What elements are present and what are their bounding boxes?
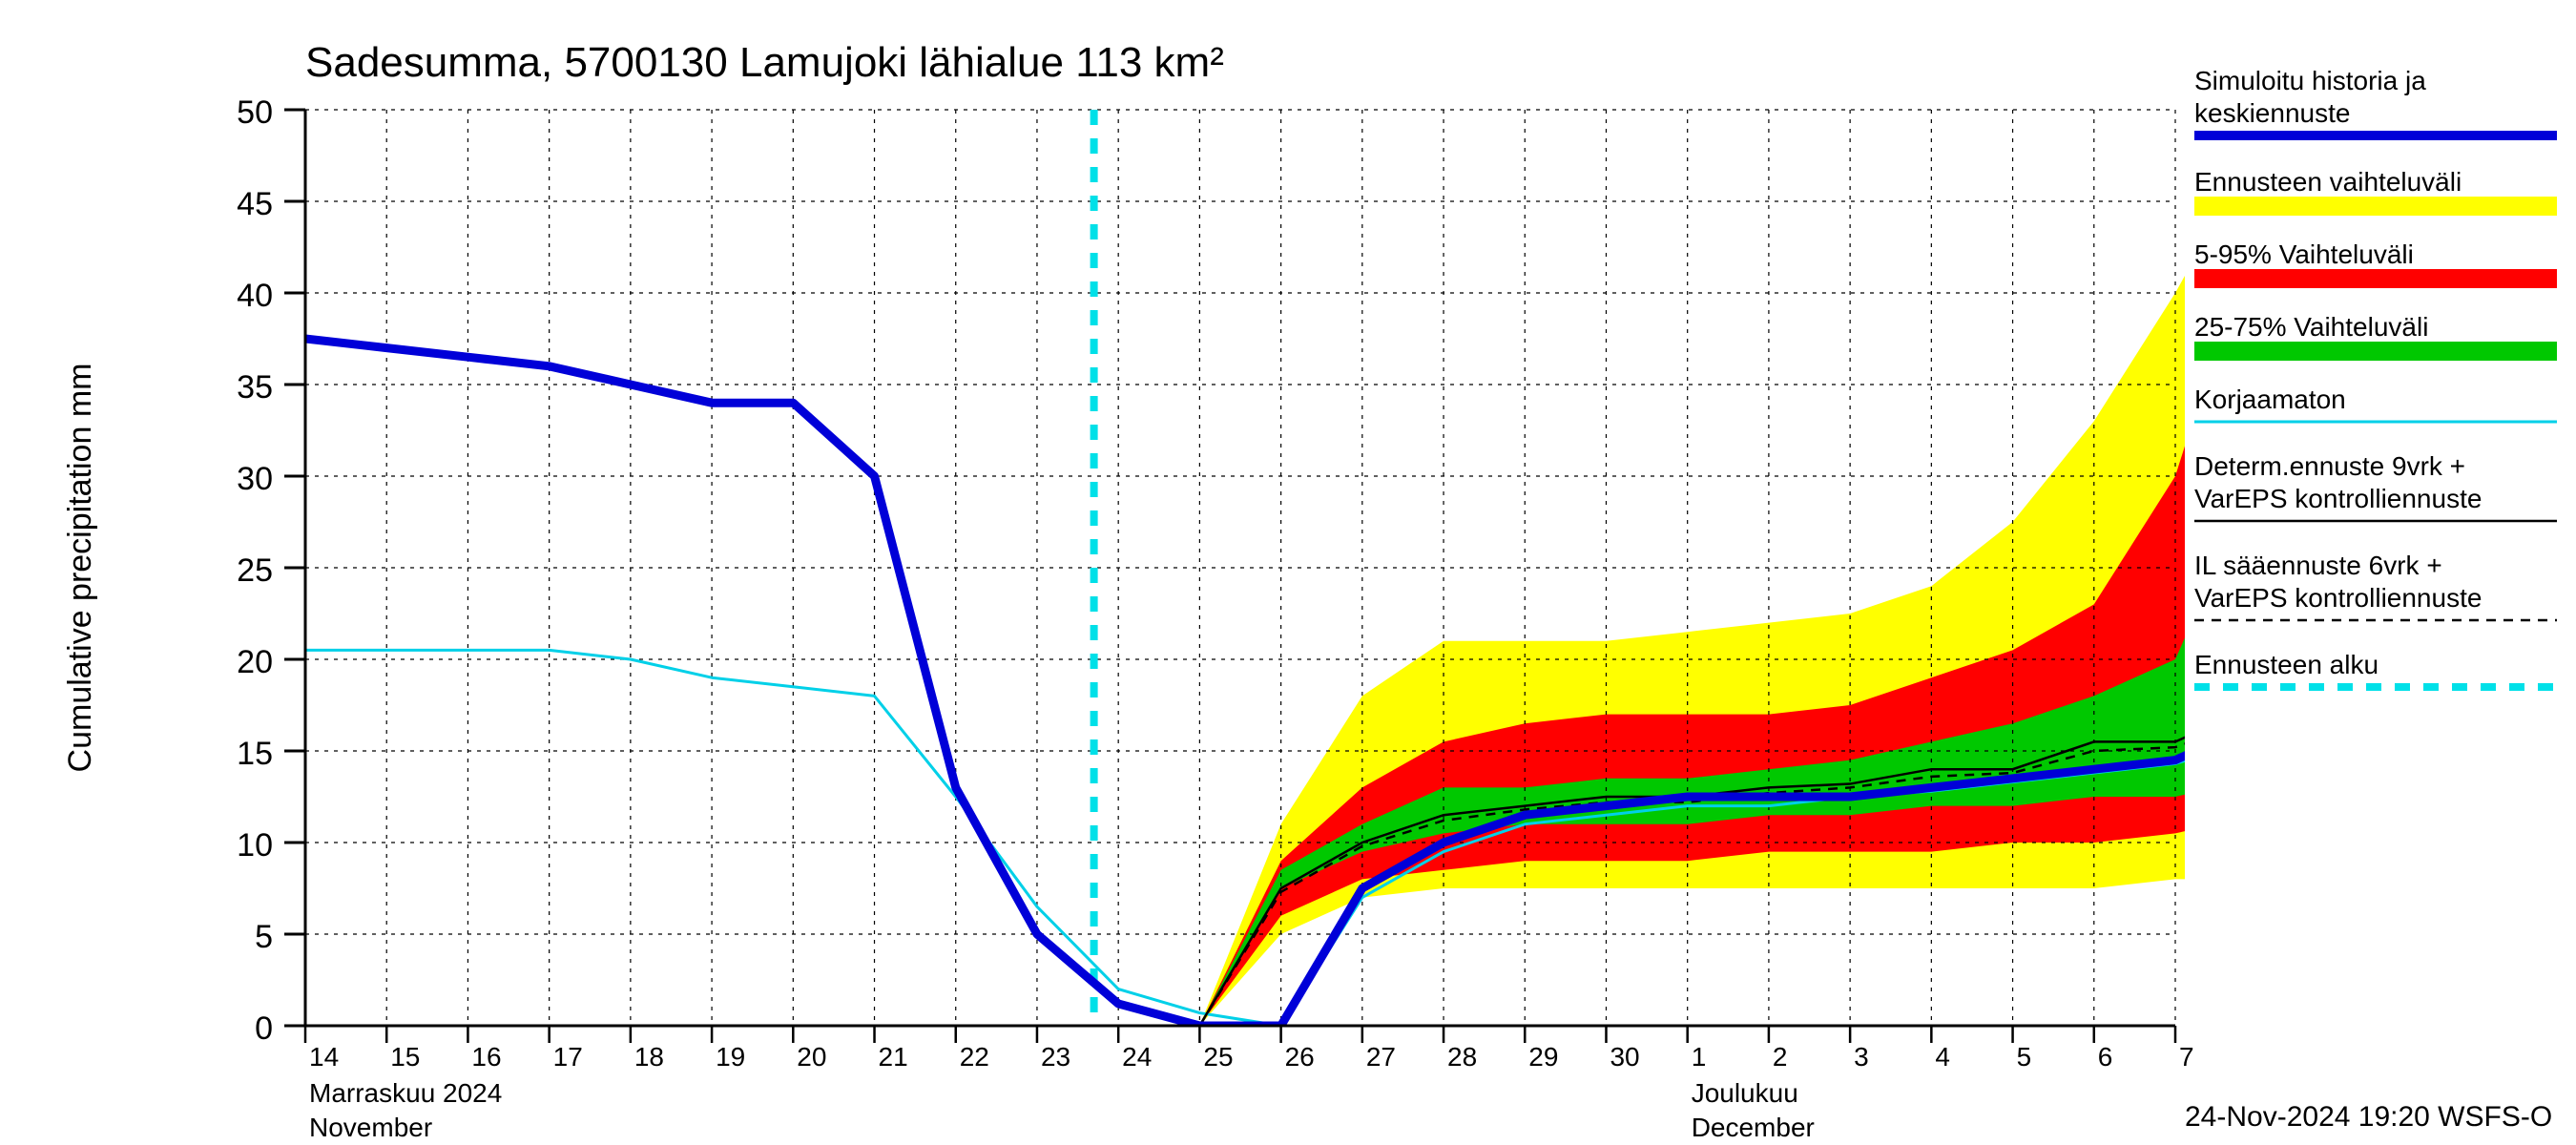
svg-text:17: 17 xyxy=(553,1042,583,1072)
svg-text:Korjaamaton: Korjaamaton xyxy=(2194,385,2346,414)
svg-text:20: 20 xyxy=(237,644,273,680)
svg-text:4: 4 xyxy=(1935,1042,1950,1072)
svg-text:19: 19 xyxy=(716,1042,745,1072)
svg-text:18: 18 xyxy=(634,1042,664,1072)
svg-text:27: 27 xyxy=(1366,1042,1396,1072)
svg-text:6: 6 xyxy=(2098,1042,2113,1072)
svg-text:23: 23 xyxy=(1041,1042,1070,1072)
svg-text:50: 50 xyxy=(237,94,273,131)
svg-text:25-75% Vaihteluväli: 25-75% Vaihteluväli xyxy=(2194,312,2428,342)
svg-text:20: 20 xyxy=(797,1042,826,1072)
svg-text:10: 10 xyxy=(237,827,273,864)
svg-text:28: 28 xyxy=(1447,1042,1477,1072)
svg-text:December: December xyxy=(1692,1113,1815,1142)
svg-text:VarEPS kontrolliennuste: VarEPS kontrolliennuste xyxy=(2194,583,2482,613)
svg-text:3: 3 xyxy=(1854,1042,1869,1072)
svg-text:7: 7 xyxy=(2179,1042,2194,1072)
svg-text:15: 15 xyxy=(390,1042,420,1072)
svg-text:IL sääennuste 6vrk +: IL sääennuste 6vrk + xyxy=(2194,551,2442,580)
svg-text:25: 25 xyxy=(237,552,273,589)
svg-text:24: 24 xyxy=(1122,1042,1152,1072)
svg-text:22: 22 xyxy=(960,1042,989,1072)
svg-text:Determ.ennuste 9vrk +: Determ.ennuste 9vrk + xyxy=(2194,451,2465,481)
svg-text:35: 35 xyxy=(237,369,273,406)
svg-text:45: 45 xyxy=(237,186,273,222)
svg-text:5-95% Vaihteluväli: 5-95% Vaihteluväli xyxy=(2194,239,2414,269)
svg-text:30: 30 xyxy=(1610,1042,1639,1072)
svg-text:5: 5 xyxy=(255,919,273,955)
chart-svg: 0510152025303540455014151617181920212223… xyxy=(0,0,2576,1145)
svg-text:25: 25 xyxy=(1203,1042,1233,1072)
svg-text:24-Nov-2024 19:20 WSFS-O: 24-Nov-2024 19:20 WSFS-O xyxy=(2185,1101,2552,1133)
svg-text:November: November xyxy=(309,1113,432,1142)
svg-text:21: 21 xyxy=(879,1042,908,1072)
svg-text:14: 14 xyxy=(309,1042,339,1072)
chart-container: 0510152025303540455014151617181920212223… xyxy=(0,0,2576,1145)
svg-text:keskiennuste: keskiennuste xyxy=(2194,98,2350,128)
svg-text:16: 16 xyxy=(471,1042,501,1072)
svg-text:Simuloitu historia ja: Simuloitu historia ja xyxy=(2194,66,2426,95)
svg-text:26: 26 xyxy=(1285,1042,1315,1072)
svg-text:Joulukuu: Joulukuu xyxy=(1692,1078,1798,1108)
svg-text:0: 0 xyxy=(255,1010,273,1047)
svg-text:1: 1 xyxy=(1692,1042,1707,1072)
svg-text:5: 5 xyxy=(2017,1042,2032,1072)
svg-text:29: 29 xyxy=(1528,1042,1558,1072)
svg-text:40: 40 xyxy=(237,278,273,314)
svg-text:15: 15 xyxy=(237,736,273,772)
svg-text:VarEPS kontrolliennuste: VarEPS kontrolliennuste xyxy=(2194,484,2482,513)
svg-text:Marraskuu 2024: Marraskuu 2024 xyxy=(309,1078,502,1108)
svg-text:Cumulative precipitation mm: Cumulative precipitation mm xyxy=(62,364,98,773)
svg-text:Ennusteen alku: Ennusteen alku xyxy=(2194,650,2379,679)
svg-text:30: 30 xyxy=(237,461,273,497)
svg-text:Ennusteen vaihteluväli: Ennusteen vaihteluväli xyxy=(2194,167,2462,197)
svg-text:2: 2 xyxy=(1773,1042,1788,1072)
svg-text:Sadesumma, 5700130 Lamujoki lä: Sadesumma, 5700130 Lamujoki lähialue 113… xyxy=(305,39,1224,86)
